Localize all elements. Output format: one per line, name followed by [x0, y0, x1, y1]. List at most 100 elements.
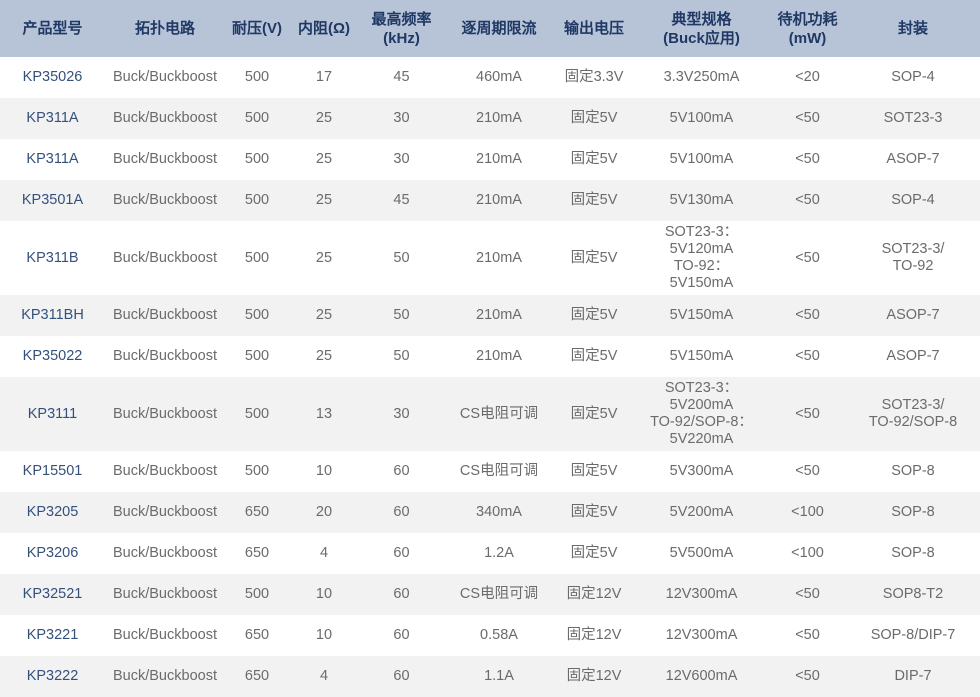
cell-model[interactable]: KP311A [0, 98, 105, 139]
cell-current-limit: 210mA [444, 221, 554, 295]
table-row: KP311A Buck/Buckboost 500 25 30 210mA 固定5V 5V10… [0, 98, 980, 139]
cell-output-voltage: 固定5V [554, 492, 634, 533]
cell-max-freq: 60 [359, 574, 444, 615]
cell-resistance: 13 [289, 377, 359, 451]
cell-output-voltage: 固定12V [554, 656, 634, 697]
cell-topology: Buck/Buckboost [105, 180, 225, 221]
cell-resistance: 25 [289, 180, 359, 221]
cell-model[interactable]: KP311B [0, 221, 105, 295]
cell-current-limit: 1.2A [444, 533, 554, 574]
cell-model[interactable]: KP15501 [0, 451, 105, 492]
header-typical-spec: 典型规格 (Buck应用) [634, 0, 769, 57]
table-row: KP3501A Buck/Buckboost 500 25 45 210mA 固定5V 5V1… [0, 180, 980, 221]
cell-current-limit: 210mA [444, 295, 554, 336]
cell-model[interactable]: KP3111 [0, 377, 105, 451]
cell-output-voltage: 固定12V [554, 574, 634, 615]
cell-current-limit: 1.1A [444, 656, 554, 697]
cell-typical-spec: 5V200mA [634, 492, 769, 533]
cell-max-freq: 30 [359, 139, 444, 180]
cell-typical-spec: SOT23-3： 5V200mA TO-92/SOP-8： 5V220mA [634, 377, 769, 451]
header-current-limit: 逐周期限流 [444, 0, 554, 57]
cell-max-freq: 50 [359, 295, 444, 336]
cell-topology: Buck/Buckboost [105, 98, 225, 139]
cell-max-freq: 45 [359, 180, 444, 221]
cell-typical-spec: 5V500mA [634, 533, 769, 574]
table-row: KP311BH Buck/Buckboost 500 25 50 210mA 固定5V 5V1… [0, 295, 980, 336]
header-output-voltage: 输出电压 [554, 0, 634, 57]
cell-typical-spec: 5V150mA [634, 295, 769, 336]
table-row: KP3111 Buck/Buckboost 500 13 30 CS电阻可调 固定5V SOT… [0, 377, 980, 451]
table-row: KP15501 Buck/Buckboost 500 10 60 CS电阻可调 固定5V 5V… [0, 451, 980, 492]
header-topology: 拓扑电路 [105, 0, 225, 57]
cell-voltage: 500 [225, 139, 289, 180]
cell-current-limit: CS电阻可调 [444, 377, 554, 451]
cell-topology: Buck/Buckboost [105, 221, 225, 295]
cell-standby-power: <50 [769, 295, 846, 336]
cell-model[interactable]: KP3501A [0, 180, 105, 221]
table-row: KP3222 Buck/Buckboost 650 4 60 1.1A 固定12V 12V60… [0, 656, 980, 697]
cell-standby-power: <100 [769, 492, 846, 533]
cell-typical-spec: 12V600mA [634, 656, 769, 697]
cell-typical-spec: 3.3V250mA [634, 57, 769, 98]
table-body: KP35026 Buck/Buckboost 500 17 45 460mA 固定3.3V 3… [0, 57, 980, 697]
cell-typical-spec: 5V130mA [634, 180, 769, 221]
cell-model[interactable]: KP35022 [0, 336, 105, 377]
cell-max-freq: 50 [359, 336, 444, 377]
cell-output-voltage: 固定5V [554, 139, 634, 180]
cell-standby-power: <50 [769, 98, 846, 139]
cell-max-freq: 60 [359, 656, 444, 697]
cell-current-limit: CS电阻可调 [444, 574, 554, 615]
cell-output-voltage: 固定5V [554, 295, 634, 336]
cell-topology: Buck/Buckboost [105, 377, 225, 451]
cell-package: SOP-8 [846, 451, 980, 492]
cell-standby-power: <50 [769, 574, 846, 615]
cell-output-voltage: 固定12V [554, 615, 634, 656]
cell-resistance: 10 [289, 574, 359, 615]
table-row: KP32521 Buck/Buckboost 500 10 60 CS电阻可调 固定12V 1… [0, 574, 980, 615]
table-row: KP3206 Buck/Buckboost 650 4 60 1.2A 固定5V 5V500m… [0, 533, 980, 574]
cell-resistance: 25 [289, 336, 359, 377]
cell-topology: Buck/Buckboost [105, 336, 225, 377]
cell-voltage: 500 [225, 98, 289, 139]
table-row: KP311A Buck/Buckboost 500 25 30 210mA 固定5V 5V10… [0, 139, 980, 180]
cell-current-limit: 0.58A [444, 615, 554, 656]
cell-model[interactable]: KP3205 [0, 492, 105, 533]
cell-package: SOP-4 [846, 180, 980, 221]
cell-resistance: 17 [289, 57, 359, 98]
cell-model[interactable]: KP311BH [0, 295, 105, 336]
cell-topology: Buck/Buckboost [105, 533, 225, 574]
cell-max-freq: 60 [359, 492, 444, 533]
cell-typical-spec: SOT23-3： 5V120mA TO-92： 5V150mA [634, 221, 769, 295]
cell-package: SOP-4 [846, 57, 980, 98]
cell-standby-power: <50 [769, 656, 846, 697]
cell-output-voltage: 固定5V [554, 377, 634, 451]
cell-topology: Buck/Buckboost [105, 492, 225, 533]
cell-model[interactable]: KP311A [0, 139, 105, 180]
cell-output-voltage: 固定5V [554, 533, 634, 574]
cell-typical-spec: 5V100mA [634, 98, 769, 139]
cell-model[interactable]: KP3221 [0, 615, 105, 656]
table-row: KP311B Buck/Buckboost 500 25 50 210mA 固定5V SOT2… [0, 221, 980, 295]
cell-topology: Buck/Buckboost [105, 139, 225, 180]
cell-package: ASOP-7 [846, 139, 980, 180]
cell-model[interactable]: KP3222 [0, 656, 105, 697]
cell-topology: Buck/Buckboost [105, 57, 225, 98]
cell-resistance: 25 [289, 98, 359, 139]
cell-topology: Buck/Buckboost [105, 295, 225, 336]
cell-standby-power: <50 [769, 336, 846, 377]
header-voltage: 耐压(V) [225, 0, 289, 57]
cell-package: SOT23-3/ TO-92/SOP-8 [846, 377, 980, 451]
cell-max-freq: 30 [359, 98, 444, 139]
table-row: KP3221 Buck/Buckboost 650 10 60 0.58A 固定12V 12V… [0, 615, 980, 656]
cell-model[interactable]: KP32521 [0, 574, 105, 615]
cell-current-limit: 460mA [444, 57, 554, 98]
cell-current-limit: CS电阻可调 [444, 451, 554, 492]
cell-voltage: 650 [225, 533, 289, 574]
cell-resistance: 10 [289, 451, 359, 492]
cell-voltage: 500 [225, 180, 289, 221]
cell-model[interactable]: KP35026 [0, 57, 105, 98]
cell-voltage: 650 [225, 656, 289, 697]
cell-voltage: 500 [225, 336, 289, 377]
cell-voltage: 500 [225, 574, 289, 615]
cell-model[interactable]: KP3206 [0, 533, 105, 574]
